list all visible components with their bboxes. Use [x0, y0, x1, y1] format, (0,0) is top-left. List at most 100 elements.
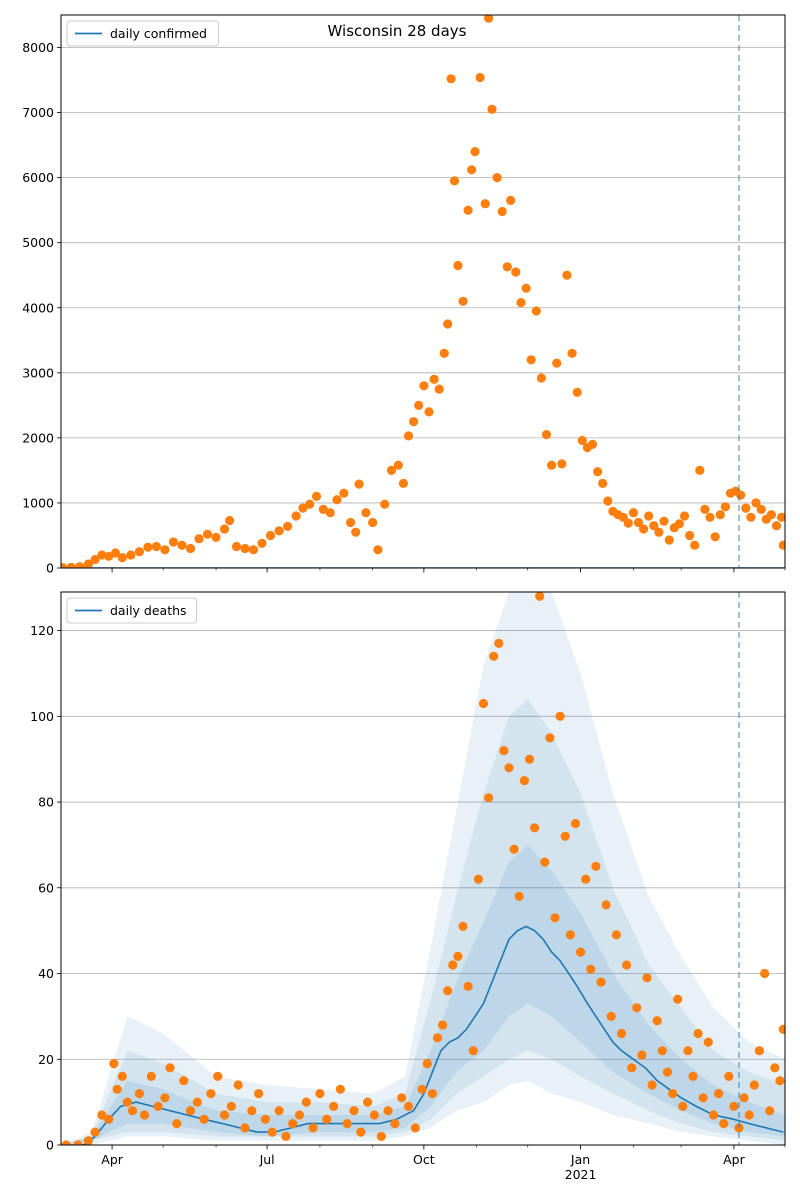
data-point [628, 508, 639, 518]
data-point [291, 511, 301, 521]
data-point [274, 526, 284, 536]
data-point [325, 508, 335, 518]
data-point [73, 1140, 83, 1145]
data-point [657, 1046, 667, 1056]
data-point [376, 1131, 386, 1141]
data-point [346, 517, 356, 528]
data-point [756, 504, 766, 514]
data-point [703, 1037, 713, 1047]
data-point [541, 430, 552, 440]
data-point [143, 542, 153, 552]
data-point [231, 541, 242, 552]
data-point [593, 467, 603, 477]
data-point [419, 381, 429, 391]
data-point [177, 540, 187, 550]
data-point [97, 550, 107, 560]
y-tick-label: 60 [38, 880, 54, 895]
data-point [422, 1059, 432, 1069]
data-point [61, 1140, 71, 1145]
data-point [247, 1106, 257, 1116]
data-point [463, 205, 473, 215]
data-point [265, 530, 276, 541]
plot-area [61, 592, 785, 1145]
legend-label: daily deaths [110, 603, 187, 618]
data-point [720, 502, 731, 512]
data-point [97, 1110, 107, 1120]
data-point [274, 1106, 284, 1116]
data-point [695, 465, 705, 475]
data-point [581, 874, 591, 884]
data-point [446, 74, 456, 84]
data-point [741, 503, 751, 513]
data-point [572, 387, 582, 397]
data-point [632, 1003, 642, 1013]
data-point [674, 519, 685, 529]
data-point [652, 1016, 662, 1026]
data-point [480, 199, 490, 209]
data-point [771, 521, 782, 531]
data-point [281, 1131, 291, 1141]
data-point [225, 515, 235, 526]
data-point [736, 490, 746, 500]
data-point [664, 535, 674, 545]
data-point [318, 504, 328, 514]
data-point [470, 147, 480, 157]
data-point [562, 270, 572, 280]
data-point [637, 1050, 647, 1060]
data-point [484, 15, 494, 23]
data-point [749, 1080, 759, 1090]
data-point [168, 537, 178, 547]
data-point [591, 861, 601, 872]
data-point [403, 431, 414, 441]
data-point [623, 518, 633, 528]
data-point [540, 857, 550, 867]
data-point [185, 543, 196, 554]
y-tick-label: 6000 [22, 170, 54, 185]
data-point [516, 298, 526, 308]
data-point [708, 1110, 719, 1120]
data-point [160, 1093, 170, 1103]
data-point [475, 72, 485, 83]
data-point [484, 793, 494, 803]
data-point [467, 165, 477, 175]
data-point [424, 407, 434, 417]
data-point [494, 638, 504, 649]
data-point [700, 504, 710, 514]
data-point [134, 547, 144, 557]
data-point [616, 1028, 627, 1039]
data-point [754, 1046, 765, 1056]
chart-title: Wisconsin 28 days [328, 22, 467, 40]
data-point [596, 977, 606, 987]
data-point [438, 1020, 448, 1030]
data-point [153, 1101, 163, 1111]
data-point [633, 517, 644, 528]
data-point [511, 267, 521, 277]
data-point [194, 534, 204, 544]
data-point [642, 973, 652, 983]
data-point [83, 1136, 93, 1145]
data-point [160, 545, 170, 555]
data-point [151, 541, 161, 552]
data-point [654, 527, 664, 537]
data-point [329, 1101, 339, 1111]
data-point [288, 1119, 298, 1129]
data-point [393, 460, 403, 470]
data-point [373, 545, 383, 555]
data-point [777, 512, 785, 522]
data-point [443, 319, 453, 329]
data-point [668, 1089, 678, 1099]
data-point [219, 524, 230, 534]
data-point [545, 733, 555, 743]
y-tick-label: 0 [46, 561, 54, 576]
data-point [165, 1063, 175, 1073]
data-point [248, 545, 259, 555]
data-point [570, 818, 581, 829]
data-point [729, 1101, 739, 1111]
data-point [117, 553, 127, 563]
data-point [778, 540, 785, 550]
data-point [109, 1059, 119, 1069]
data-point [267, 1127, 277, 1137]
data-point [112, 1084, 122, 1094]
data-point [172, 1119, 182, 1129]
